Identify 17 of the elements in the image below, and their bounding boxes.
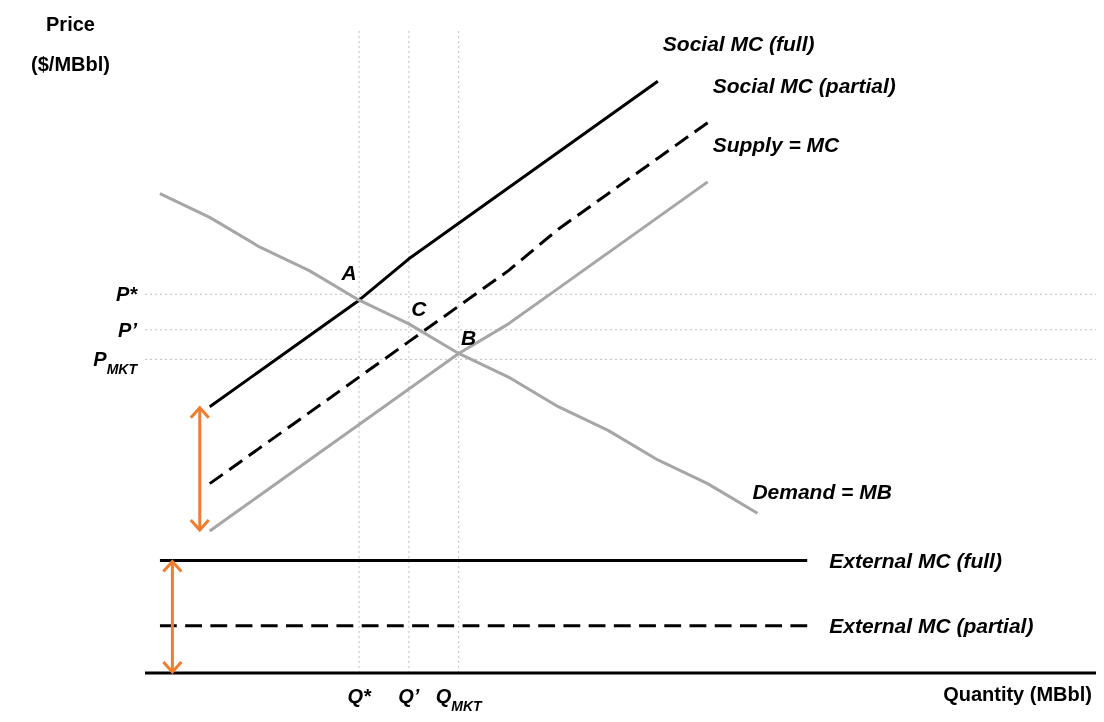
ref-line-label: P* — [115, 283, 139, 306]
series-label: Social MC (full) — [662, 32, 815, 56]
annotation: C — [411, 296, 428, 320]
ref-line-label: P$_{MKT}$ — [93, 348, 139, 378]
x-tick-label: Q$_{MKT}$ — [435, 685, 484, 714]
x-tick-label: Q* — [347, 685, 372, 707]
annotation: B — [461, 326, 477, 350]
annotation: A — [340, 261, 357, 285]
series-label: External MC (partial) — [829, 613, 1034, 637]
series-label: Supply = MC — [712, 132, 841, 156]
series-label: External MC (full) — [829, 548, 1002, 572]
series-label: Demand = MB — [752, 480, 892, 504]
ref-line-label: P’ — [118, 318, 138, 341]
y-axis-title: Price ($/MBbl) — [30, 12, 111, 77]
x-tick-label: Q’ — [398, 685, 420, 707]
text: Quantity (MBbl) — [943, 683, 1092, 705]
series-label: Social MC (partial) — [712, 73, 896, 97]
